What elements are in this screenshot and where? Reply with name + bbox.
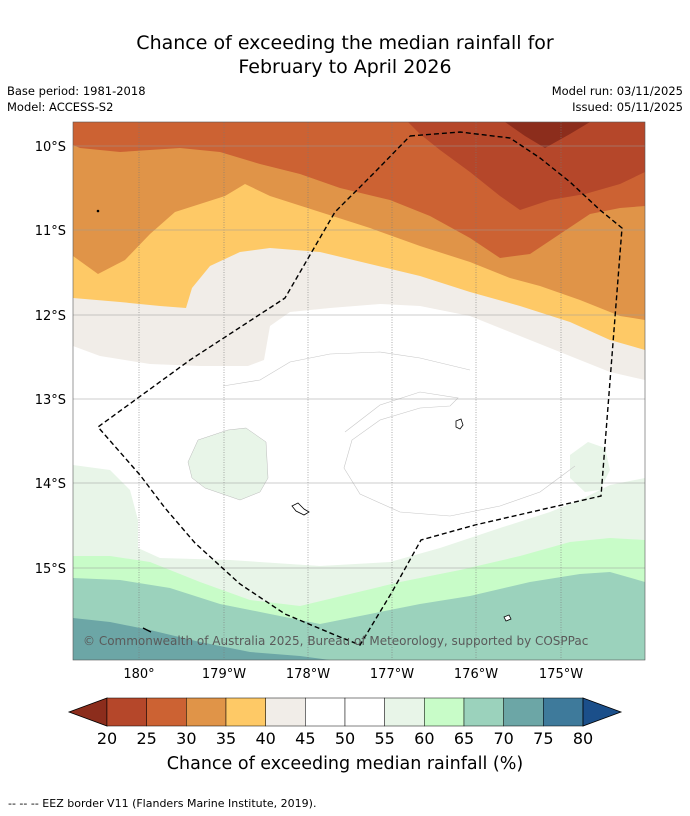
lat-label-11s: 11°S bbox=[35, 224, 66, 239]
base-period-label: Base period: 1981-2018 bbox=[7, 84, 146, 98]
band-70-75 bbox=[73, 618, 330, 660]
band-55-60-north bbox=[570, 442, 610, 492]
colorbar-segment bbox=[305, 697, 346, 727]
lon-label-175w: 175°W bbox=[539, 667, 583, 682]
island-5 bbox=[142, 627, 152, 633]
islands bbox=[96, 209, 512, 633]
colorbar-segment bbox=[186, 697, 227, 727]
lat-label-14s: 14°S bbox=[35, 477, 66, 492]
colorbar-tick-label: 40 bbox=[255, 729, 275, 748]
colorbar-segment bbox=[344, 697, 385, 727]
map-frame bbox=[72, 121, 646, 661]
colorbar-tick-label: 35 bbox=[216, 729, 236, 748]
issued-label: Issued: 05/11/2025 bbox=[572, 100, 683, 114]
lon-label-180: 180° bbox=[123, 667, 154, 682]
band-20-25 bbox=[408, 122, 645, 210]
colorbar-segment bbox=[424, 697, 465, 727]
model-run-label: Model run: 03/11/2025 bbox=[551, 84, 683, 98]
lon-label-176w: 176°W bbox=[454, 667, 498, 682]
lon-label-177w: 177°W bbox=[370, 667, 414, 682]
chart-title-line1: Chance of exceeding the median rainfall … bbox=[136, 32, 554, 54]
eez-border bbox=[96, 131, 623, 646]
colorbar-tick-label: 55 bbox=[374, 729, 394, 748]
lat-label-12s: 12°S bbox=[35, 309, 66, 324]
contour-lines bbox=[222, 351, 576, 517]
parallels bbox=[73, 145, 645, 569]
colorbar-tick-label: 30 bbox=[176, 729, 196, 748]
colorbar-segment bbox=[265, 697, 306, 727]
colorbar-segment bbox=[543, 697, 584, 727]
colorbar-tick-label: 60 bbox=[414, 729, 434, 748]
probability-field bbox=[73, 122, 645, 660]
colorbar-ticks: 20 25 30 35 40 45 50 55 60 65 70 75 80 bbox=[97, 729, 593, 748]
lat-label-15s: 15°S bbox=[35, 562, 66, 577]
colorbar-segment bbox=[146, 697, 187, 727]
colorbar-tick-label: 80 bbox=[573, 729, 593, 748]
colorbar-tick-label: 20 bbox=[97, 729, 117, 748]
island-3 bbox=[503, 614, 512, 622]
colorbar-label: Chance of exceeding median rainfall (%) bbox=[166, 754, 524, 774]
colorbar-tick-label: 70 bbox=[493, 729, 513, 748]
island-2 bbox=[291, 502, 310, 516]
colorbar-segment bbox=[384, 697, 425, 727]
lon-label-179w: 179°W bbox=[202, 667, 246, 682]
lon-label-178w: 178°W bbox=[286, 667, 330, 682]
island-1 bbox=[455, 418, 464, 430]
colorbar-extend-low bbox=[67, 697, 108, 727]
copyright-text: © Commonwealth of Australia 2025, Bureau… bbox=[83, 634, 588, 648]
band-65-70 bbox=[73, 572, 645, 660]
longitude-labels: 180° 179°W 178°W 177°W 176°W 175°W bbox=[123, 667, 583, 682]
chart-title-line2: February to April 2026 bbox=[238, 56, 452, 78]
footnote: -- -- -- EEZ border V11 (Flanders Marine… bbox=[8, 797, 317, 810]
lat-label-13s: 13°S bbox=[35, 393, 66, 408]
band-below-20 bbox=[505, 122, 590, 148]
colorbar-extend-high bbox=[582, 697, 623, 727]
patch-55-60 bbox=[187, 427, 269, 501]
lat-label-10s: 10°S bbox=[35, 140, 66, 155]
colorbar-segment bbox=[225, 697, 266, 727]
colorbar-tick-label: 65 bbox=[454, 729, 474, 748]
latitude-labels: 10°S 11°S 12°S 13°S 14°S 15°S bbox=[35, 140, 66, 577]
colorbar-tick-label: 50 bbox=[335, 729, 355, 748]
colorbar-tick-label: 45 bbox=[295, 729, 315, 748]
colorbar-tick-label: 75 bbox=[533, 729, 553, 748]
colorbar bbox=[67, 697, 623, 727]
colorbar-tick-label: 25 bbox=[136, 729, 156, 748]
colorbar-segment bbox=[463, 697, 504, 727]
colorbar-segment bbox=[503, 697, 544, 727]
colorbar-segment bbox=[106, 697, 147, 727]
model-label: Model: ACCESS-S2 bbox=[7, 100, 114, 114]
island-4 bbox=[96, 209, 100, 213]
